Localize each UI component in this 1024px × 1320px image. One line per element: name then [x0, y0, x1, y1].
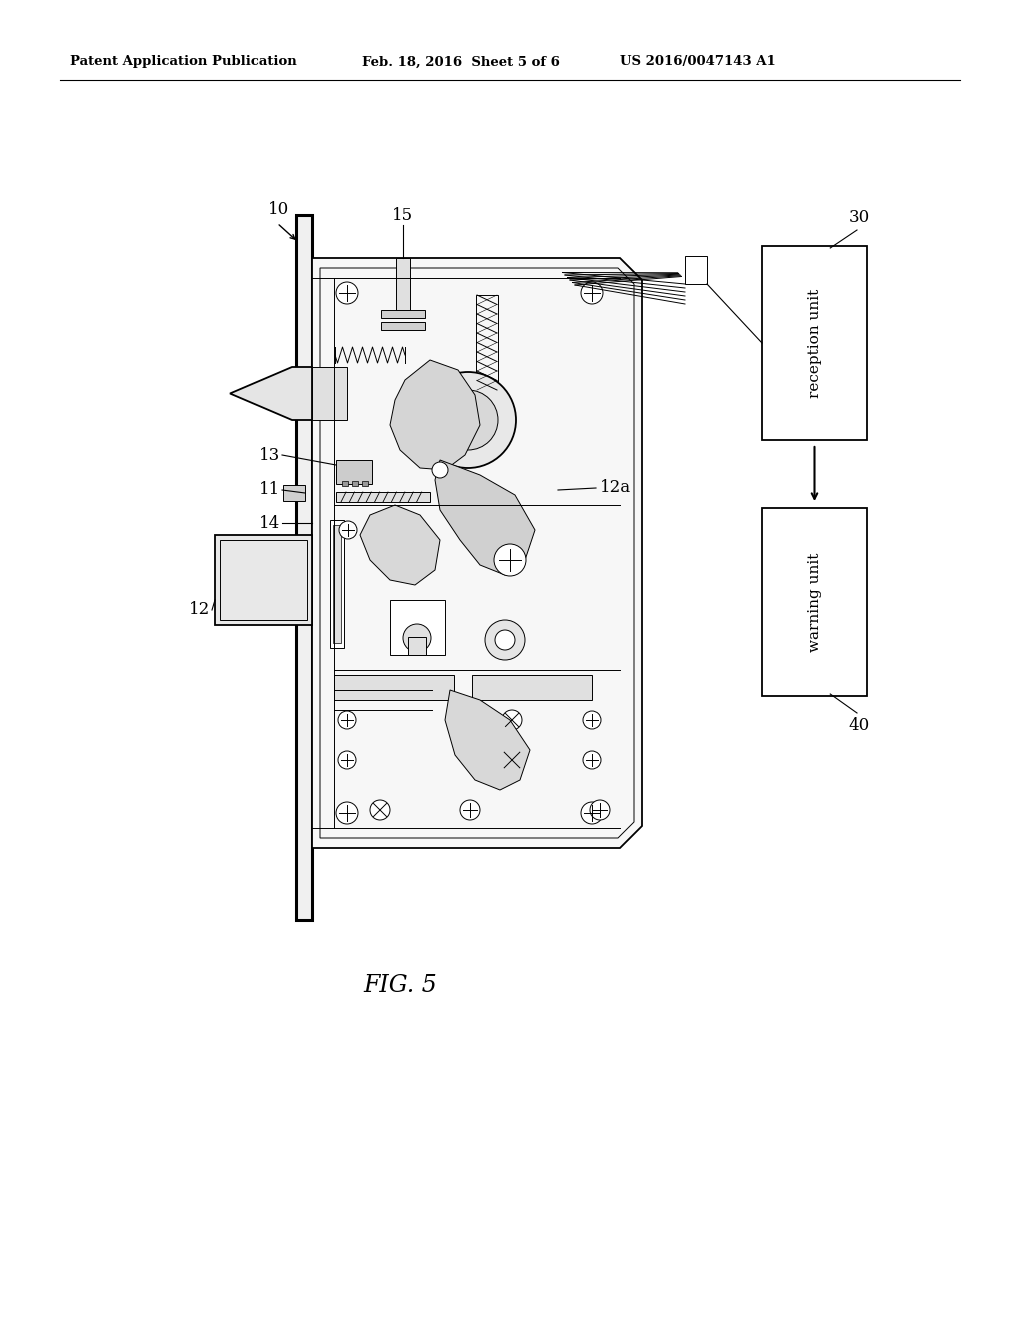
Text: 11: 11 [259, 482, 280, 499]
Circle shape [460, 800, 480, 820]
Circle shape [590, 800, 610, 820]
Circle shape [338, 711, 356, 729]
Text: warning unit: warning unit [808, 552, 821, 652]
Bar [408, 638, 426, 655]
Bar [362, 480, 368, 486]
Circle shape [432, 462, 449, 478]
Polygon shape [445, 690, 530, 789]
Polygon shape [230, 367, 312, 420]
Circle shape [403, 624, 431, 652]
Text: 13: 13 [259, 446, 280, 463]
Circle shape [500, 748, 524, 772]
Bar [352, 480, 358, 486]
Polygon shape [360, 506, 440, 585]
Circle shape [370, 800, 390, 820]
Text: US 2016/0047143 A1: US 2016/0047143 A1 [620, 55, 776, 69]
Circle shape [581, 803, 603, 824]
Text: FIG. 5: FIG. 5 [364, 974, 437, 997]
Bar [312, 367, 347, 420]
Text: 15: 15 [392, 206, 414, 223]
Circle shape [581, 282, 603, 304]
Text: 14: 14 [259, 515, 280, 532]
Bar [685, 256, 707, 284]
Circle shape [438, 389, 498, 450]
Text: 12: 12 [188, 602, 210, 619]
Circle shape [583, 751, 601, 770]
Circle shape [583, 711, 601, 729]
Text: 30: 30 [848, 210, 869, 227]
Bar [762, 246, 867, 440]
Bar [330, 520, 344, 648]
Circle shape [420, 372, 516, 469]
Text: reception unit: reception unit [808, 288, 821, 397]
Bar [283, 484, 305, 502]
Bar [396, 257, 410, 310]
Bar [333, 525, 341, 643]
Circle shape [485, 620, 525, 660]
Bar [472, 675, 592, 700]
Circle shape [494, 544, 526, 576]
Bar [390, 601, 445, 655]
Circle shape [495, 630, 515, 649]
Bar [334, 675, 454, 700]
Text: 40: 40 [848, 717, 869, 734]
Circle shape [336, 803, 358, 824]
Bar [215, 535, 312, 624]
Text: Feb. 18, 2016  Sheet 5 of 6: Feb. 18, 2016 Sheet 5 of 6 [362, 55, 560, 69]
Bar [336, 492, 430, 502]
Text: Patent Application Publication: Patent Application Publication [70, 55, 297, 69]
Bar [342, 480, 348, 486]
Bar [476, 294, 498, 389]
Text: 10: 10 [268, 202, 289, 219]
Circle shape [339, 521, 357, 539]
Text: 12a: 12a [600, 479, 631, 496]
Bar [381, 310, 425, 318]
Bar [336, 459, 372, 484]
Circle shape [338, 751, 356, 770]
Circle shape [502, 710, 522, 730]
Bar [462, 413, 475, 426]
Polygon shape [435, 459, 535, 576]
Circle shape [336, 282, 358, 304]
Bar [220, 540, 307, 620]
Polygon shape [312, 257, 642, 847]
Polygon shape [390, 360, 480, 470]
Bar [381, 322, 425, 330]
Polygon shape [296, 215, 312, 920]
Bar [762, 508, 867, 696]
